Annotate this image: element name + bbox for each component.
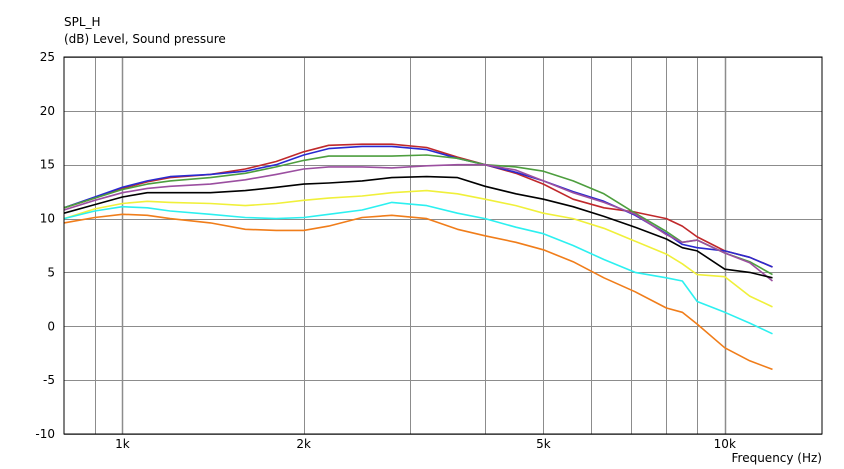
series-line-4 (63, 163, 774, 282)
series-line-8 (63, 213, 773, 371)
series-group (63, 143, 774, 371)
x-tick-label: 2k (296, 437, 311, 451)
y-tick-label: -10 (35, 427, 55, 441)
y-tick-label: 0 (47, 319, 55, 333)
y-tick-label: 5 (47, 265, 55, 279)
y-tick-labels: 25 20 15 10 5 0 -5 -10 (35, 50, 55, 441)
y-tick-label: 15 (40, 158, 55, 172)
x-tick-labels: 1k 2k 5k 10k (115, 437, 736, 451)
y-tick-label: 10 (40, 212, 55, 226)
chart-title: SPL_H (64, 15, 101, 29)
y-axis-label: (dB) Level, Sound pressure (64, 32, 226, 46)
x-tick-label: 5k (536, 437, 551, 451)
series-line-5 (63, 175, 773, 279)
y-tick-label: 25 (40, 50, 55, 64)
series-line-1 (63, 143, 773, 268)
y-tick-label: 20 (40, 104, 55, 118)
x-tick-label: 10k (714, 437, 736, 451)
y-tick-label: -5 (43, 373, 55, 387)
series-line-7 (63, 201, 773, 335)
x-tick-label: 1k (115, 437, 130, 451)
plot-area (64, 57, 822, 434)
series-line-6 (63, 189, 773, 308)
x-axis-label: Frequency (Hz) (732, 451, 823, 465)
plot-frame (63, 56, 823, 435)
series-line-2 (63, 145, 773, 268)
